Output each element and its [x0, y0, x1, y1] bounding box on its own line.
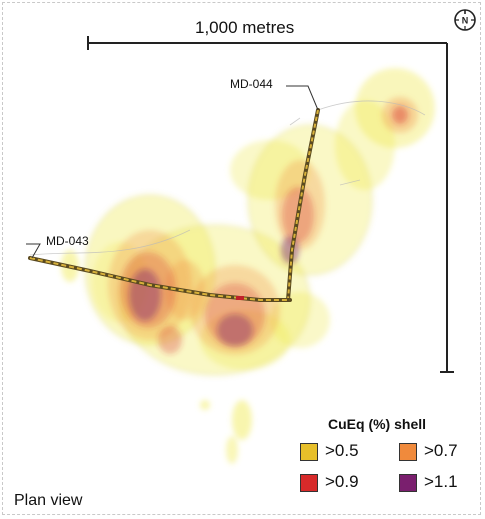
figure-frame [2, 2, 481, 515]
drill-hole-label-md-043: MD-043 [46, 234, 89, 248]
north-arrow-icon: N [454, 9, 476, 31]
drill-traces [29, 100, 426, 256]
legend-label-gt-0-7: >0.7 [424, 441, 458, 460]
drill-hole-md-044 [286, 108, 320, 302]
label-leaders [26, 85, 319, 259]
north-letter: N [462, 16, 469, 26]
legend-label-gt-1-1: >1.1 [424, 472, 458, 491]
legend-label-gt-0-5: >0.5 [325, 441, 359, 460]
legend-swatch-gt-0-9 [300, 474, 318, 492]
legend-swatch-gt-0-5 [300, 443, 318, 461]
legend-swatch-gt-0-7 [399, 443, 417, 461]
legend-title: CuEq (%) shell [328, 416, 427, 432]
legend-label-gt-0-9: >0.9 [325, 472, 359, 491]
scale-bar-label: 1,000 metres [195, 18, 295, 37]
view-label: Plan view [14, 492, 83, 509]
drill-hole-md-043 [28, 256, 292, 302]
scale-bar [87, 36, 454, 373]
drill-hole-label-md-044: MD-044 [230, 77, 273, 91]
legend-swatch-gt-1-1 [399, 474, 417, 492]
